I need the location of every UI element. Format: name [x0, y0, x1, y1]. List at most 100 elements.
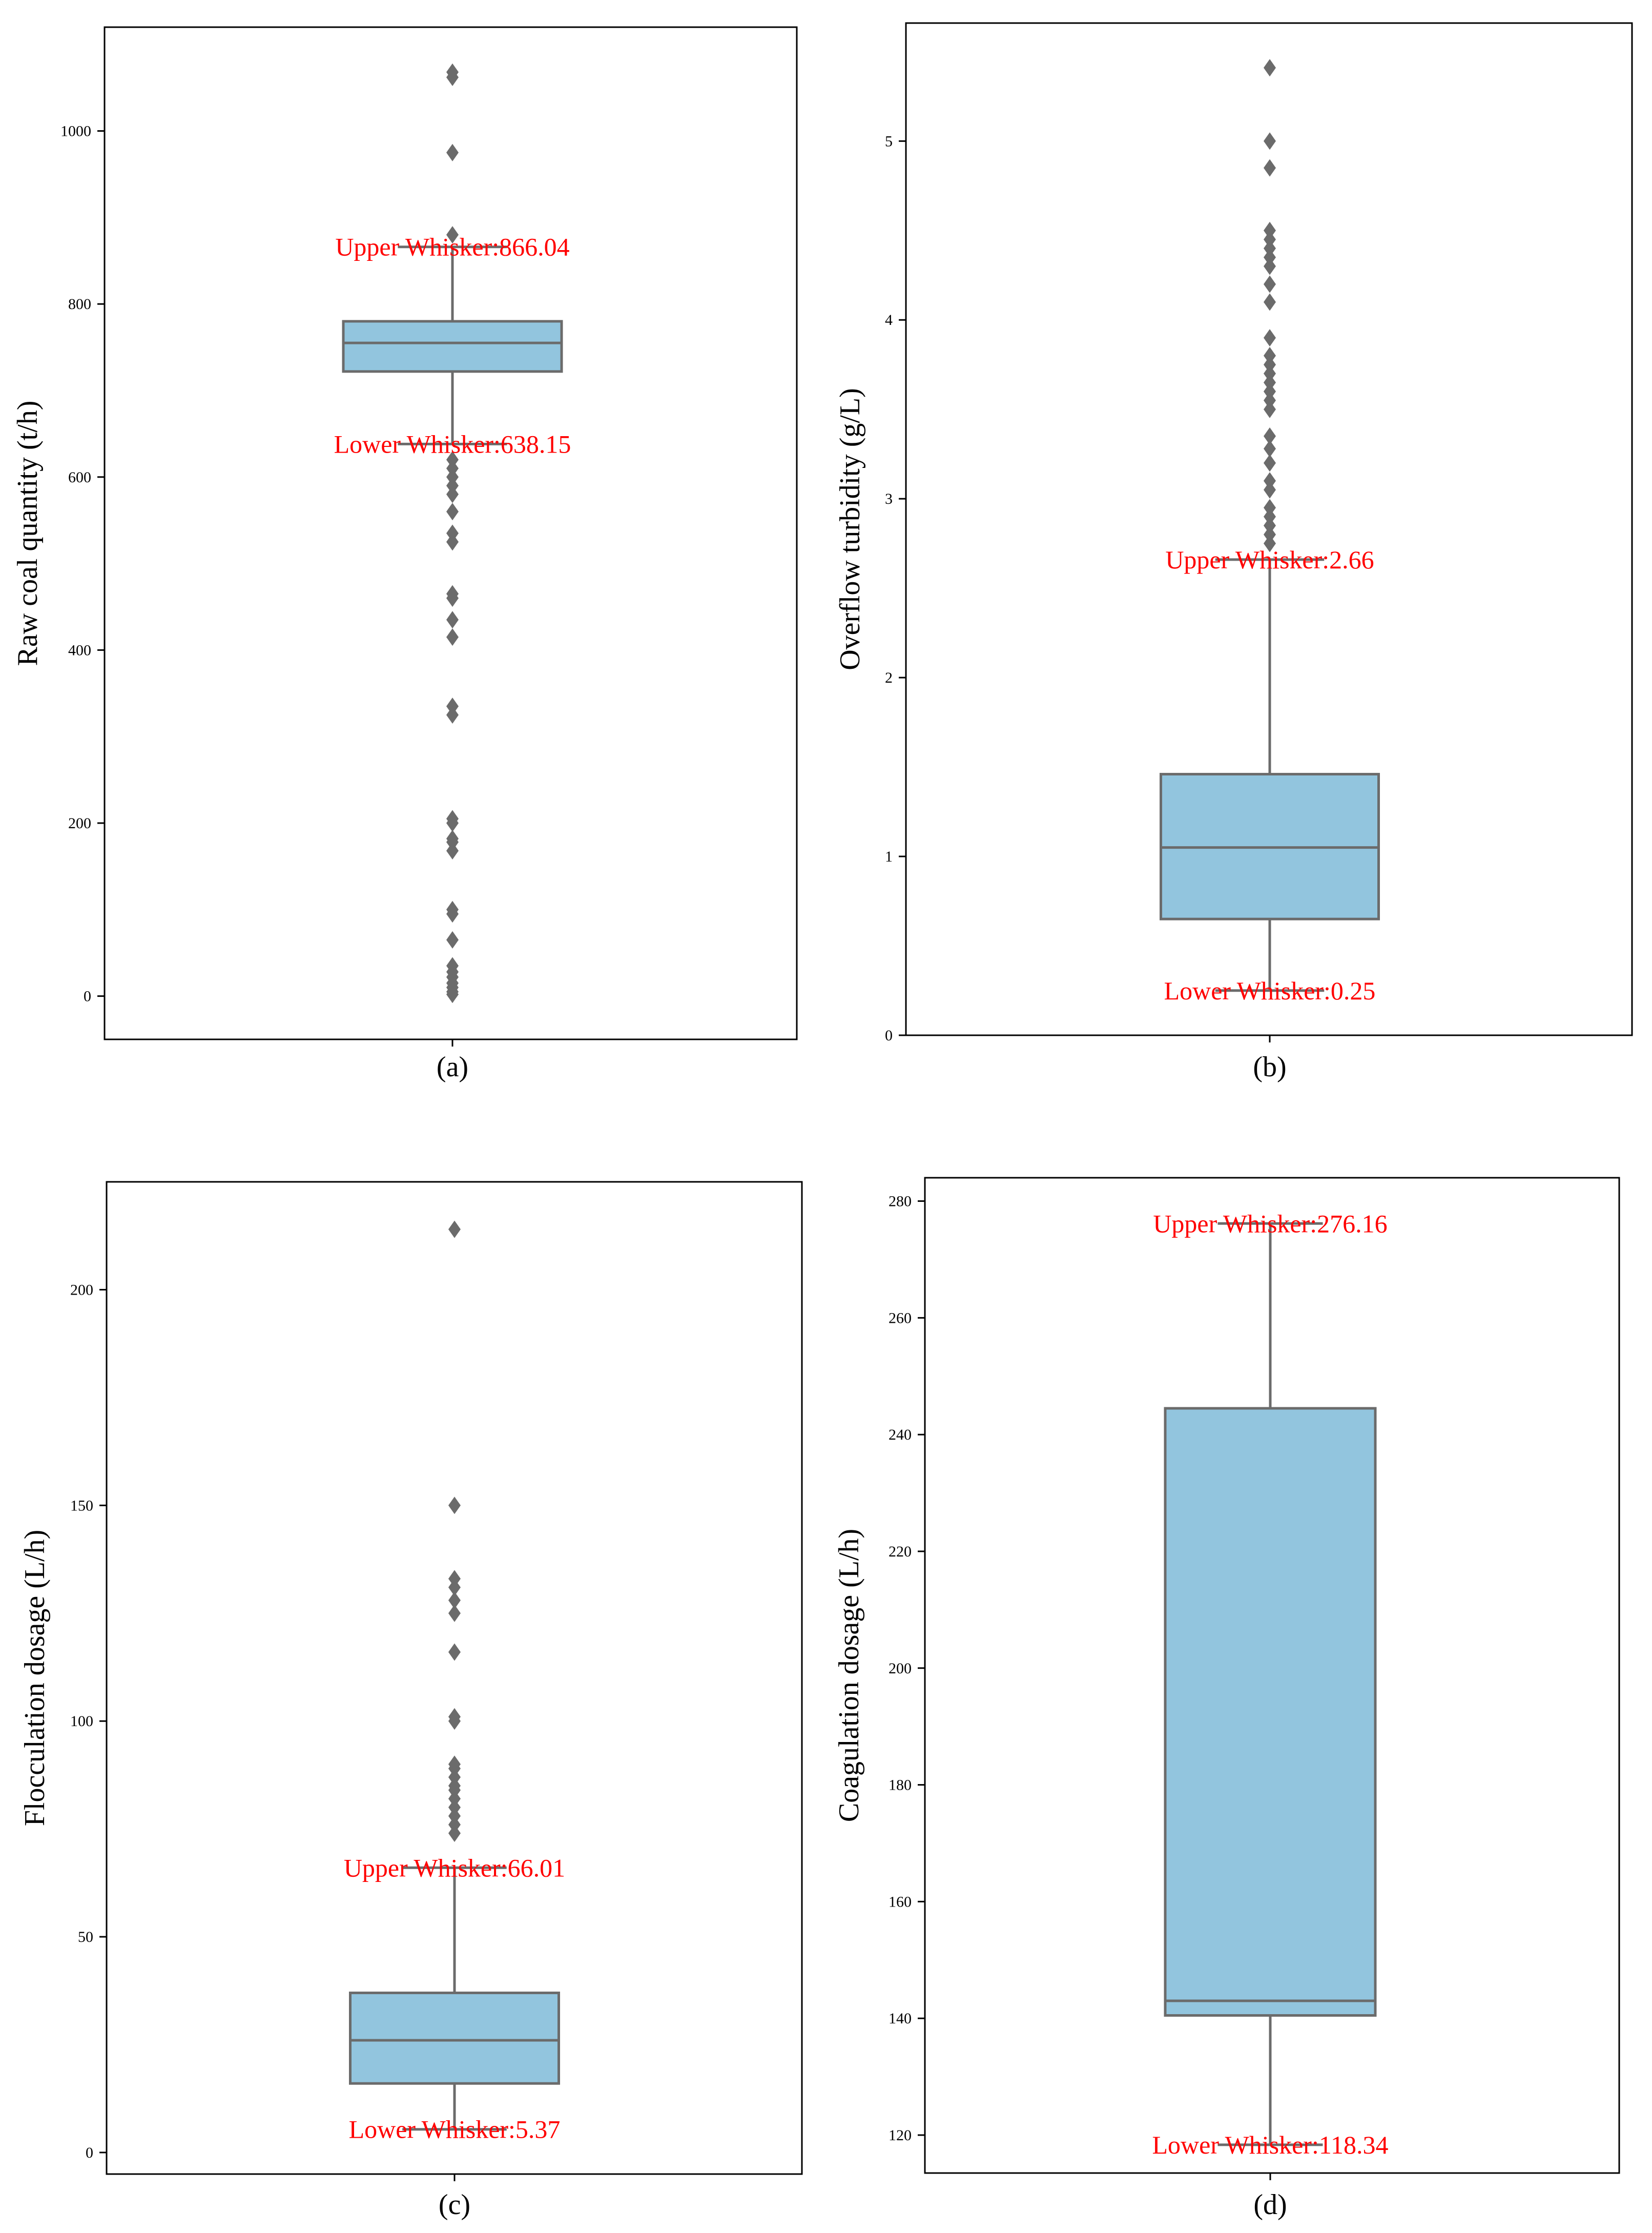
outlier-point — [1264, 517, 1276, 535]
outlier-point — [446, 503, 459, 521]
outlier-point — [1264, 364, 1276, 382]
whisker-annotation: Upper Whisker:866.04 — [335, 233, 569, 261]
outlier-point — [1264, 382, 1276, 400]
outlier-point — [1264, 454, 1276, 472]
y-tick-label: 150 — [70, 1497, 93, 1514]
iqr-box — [349, 1991, 560, 2085]
y-tick-label: 4 — [885, 312, 893, 329]
outlier-point — [1264, 257, 1276, 275]
outlier-point — [446, 628, 459, 646]
outlier-point — [446, 226, 459, 244]
outlier-point — [446, 814, 459, 832]
y-tick-label: 1 — [885, 848, 893, 865]
y-axis-label: Raw coal quantity (t/h) — [12, 401, 44, 666]
outlier-point — [1264, 347, 1276, 365]
outlier-point — [448, 1604, 461, 1622]
outlier-point — [1264, 239, 1276, 257]
y-tick-label: 160 — [889, 1893, 912, 1910]
outlier-point — [1264, 525, 1276, 543]
y-tick-label: 600 — [68, 469, 91, 486]
outlier-point — [448, 1643, 461, 1661]
outlier-point — [1264, 535, 1276, 552]
y-tick-label: 1000 — [60, 123, 91, 140]
outlier-point — [446, 68, 459, 86]
outlier-point — [446, 533, 459, 551]
chart-panel-2: 0 50 100 150 200 Flocculation dosage (L/h) (c)… — [19, 1181, 803, 2221]
y-tick-label: 180 — [889, 1777, 912, 1794]
outlier-point — [446, 905, 459, 923]
y-tick-label: 2 — [885, 669, 893, 686]
outlier-point — [1264, 392, 1276, 409]
whisker-annotation: Upper Whisker:66.01 — [344, 1853, 565, 1882]
outlier-point — [1264, 293, 1276, 311]
y-tick-label: 200 — [68, 815, 91, 832]
outlier-point — [1264, 499, 1276, 517]
y-tick-label: 0 — [885, 1027, 893, 1044]
outlier-point — [448, 1220, 461, 1238]
outlier-point — [446, 144, 459, 161]
whisker-annotation: Lower Whisker:5.37 — [349, 2115, 561, 2144]
outlier-point — [1264, 231, 1276, 249]
whisker-annotation: Upper Whisker:2.66 — [1165, 545, 1374, 574]
y-axis-label: Overflow turbidity (g/L) — [834, 388, 866, 670]
outlier-point — [1264, 374, 1276, 392]
outlier-point — [1264, 221, 1276, 239]
plot-frame — [104, 26, 798, 1040]
y-tick-label: 260 — [889, 1309, 912, 1326]
y-tick-label: 3 — [885, 490, 893, 507]
outlier-point — [1264, 59, 1276, 77]
y-tick-label: 800 — [68, 296, 91, 313]
outlier-point — [448, 1579, 461, 1596]
chart-panel-1: 0 1 2 3 4 5 Overflow turbidity (g/L) (b) Upper W… — [834, 22, 1633, 1083]
outlier-point — [1264, 508, 1276, 526]
chart-panel-3: 120 140 160 180 200 220 240 260 280 Coagulation d… — [833, 1177, 1620, 2221]
whisker-annotation: Upper Whisker:276.16 — [1153, 1209, 1387, 1238]
outlier-point — [1264, 440, 1276, 458]
y-tick-label: 0 — [84, 988, 91, 1005]
whisker-annotation: Lower Whisker:638.15 — [334, 429, 571, 458]
y-tick-label: 200 — [889, 1660, 912, 1677]
outlier-point — [448, 1591, 461, 1609]
outlier-point — [1264, 329, 1276, 347]
y-tick-label: 0 — [86, 2144, 93, 2161]
panel-caption: (c) — [439, 2189, 470, 2221]
outlier-point — [446, 485, 459, 503]
outlier-point — [446, 986, 459, 1003]
y-tick-label: 220 — [889, 1543, 912, 1560]
chart-panel-0: 0 200 400 600 800 1000 Raw coal quantity (t/h)… — [12, 26, 798, 1083]
whisker-annotation: Lower Whisker:118.34 — [1152, 2130, 1388, 2159]
y-axis-label: Coagulation dosage (L/h) — [833, 1529, 865, 1822]
y-tick-label: 100 — [70, 1713, 93, 1730]
panel-caption: (d) — [1253, 2189, 1287, 2221]
panel-caption: (b) — [1253, 1051, 1286, 1083]
outlier-point — [1264, 356, 1276, 374]
y-tick-label: 280 — [889, 1193, 912, 1210]
outlier-point — [1264, 249, 1276, 267]
outlier-point — [1264, 481, 1276, 499]
outlier-point — [1264, 132, 1276, 150]
outlier-point — [1264, 159, 1276, 177]
y-tick-label: 50 — [78, 1929, 93, 1945]
plot-frame — [924, 1177, 1620, 2174]
outlier-point — [446, 589, 459, 607]
y-tick-label: 200 — [70, 1281, 93, 1298]
outlier-point — [448, 1825, 461, 1842]
outlier-point — [1264, 400, 1276, 418]
y-tick-label: 140 — [889, 2010, 912, 2027]
outlier-point — [446, 931, 459, 949]
outlier-point — [448, 1497, 461, 1514]
outlier-point — [446, 842, 459, 860]
outlier-point — [446, 611, 459, 629]
whisker-annotation: Lower Whisker:0.25 — [1164, 976, 1376, 1005]
iqr-box — [1164, 1407, 1377, 2017]
outlier-point — [448, 1712, 461, 1730]
y-tick-label: 120 — [889, 2127, 912, 2144]
y-tick-label: 400 — [68, 642, 91, 659]
y-axis-label: Flocculation dosage (L/h) — [19, 1530, 51, 1827]
outlier-point — [446, 706, 459, 724]
y-tick-label: 240 — [889, 1426, 912, 1443]
outlier-point — [1264, 427, 1276, 445]
outlier-point — [1264, 275, 1276, 293]
panel-caption: (a) — [437, 1051, 468, 1083]
